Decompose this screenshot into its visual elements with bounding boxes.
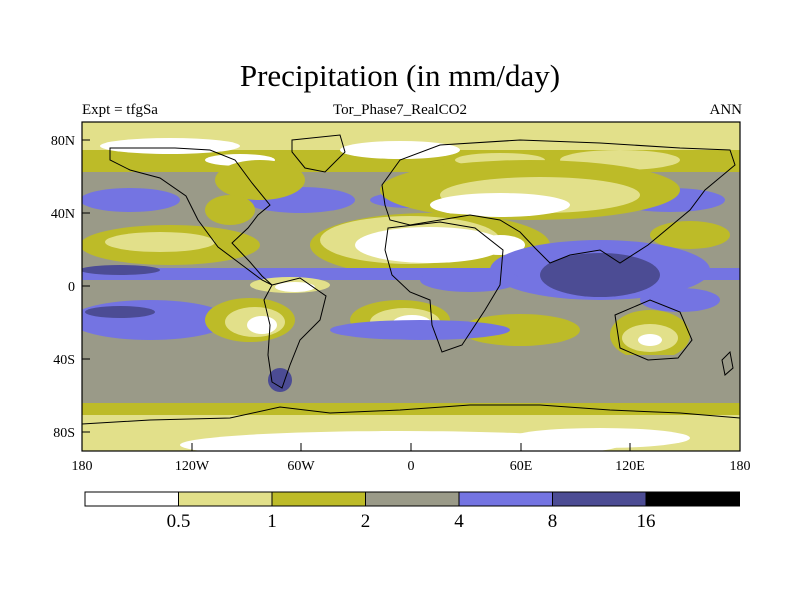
lon-tick-marks xyxy=(81,443,741,451)
colorbar xyxy=(84,491,740,507)
colorbar-swatch-2 xyxy=(272,492,366,506)
run-name-label: Tor_Phase7_RealCO2 xyxy=(333,102,467,118)
colorbar-swatch-0 xyxy=(85,492,179,506)
lat-label-80s: 80S xyxy=(53,426,75,441)
colorbar-swatch-1 xyxy=(178,492,272,506)
colorbar-swatch-6 xyxy=(646,492,740,506)
experiment-label: Expt = tfgSa xyxy=(82,102,158,118)
colorbar-label-0.5: 0.5 xyxy=(167,511,191,532)
lon-label-120e: 120E xyxy=(615,459,645,474)
lat-label-40n: 40N xyxy=(51,207,75,222)
colorbar-label-2: 2 xyxy=(361,511,371,532)
coastlines xyxy=(82,134,740,425)
figure-title: Precipitation (in mm/day) xyxy=(239,58,561,93)
colorbar-swatch-4 xyxy=(459,492,553,506)
colorbar-label-16: 16 xyxy=(637,511,656,532)
colorbar-swatch-5 xyxy=(552,492,646,506)
lon-label-180w: 180 xyxy=(72,459,93,474)
lat-label-40s: 40S xyxy=(53,353,75,368)
colorbar-swatch-3 xyxy=(365,492,459,506)
lon-label-60w: 60W xyxy=(287,459,315,474)
lon-label-180e: 180 xyxy=(730,459,751,474)
lon-label-120w: 120W xyxy=(175,459,210,474)
season-label: ANN xyxy=(709,102,743,118)
colorbar-label-4: 4 xyxy=(454,511,464,532)
colorbar-label-8: 8 xyxy=(548,511,558,532)
lon-label-0: 0 xyxy=(408,459,415,474)
lat-label-0: 0 xyxy=(68,280,75,295)
lat-label-80n: 80N xyxy=(51,134,75,149)
precipitation-field xyxy=(82,122,740,451)
colorbar-label-1: 1 xyxy=(267,511,277,532)
lon-label-60e: 60E xyxy=(510,459,533,474)
lat-tick-marks xyxy=(82,139,90,433)
